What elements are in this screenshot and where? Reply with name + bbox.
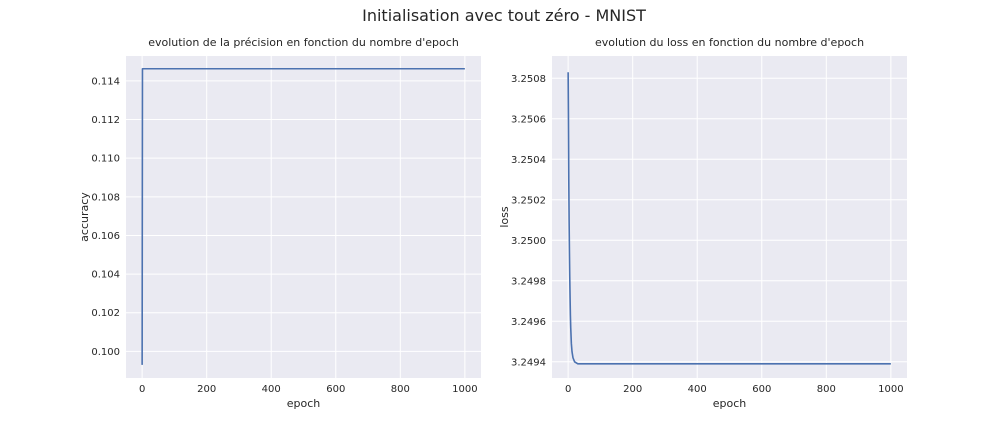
loss-y-axis-label: loss xyxy=(498,206,511,228)
accuracy-y-tick-label: 0.104 xyxy=(91,270,120,281)
loss-series-group xyxy=(567,72,891,365)
loss-y-tick-label: 3.2496 xyxy=(511,317,546,328)
loss-chart-title: evolution du loss en fonction du nombre … xyxy=(595,36,864,49)
loss-series-line xyxy=(567,72,891,365)
accuracy-x-tick-label: 800 xyxy=(391,384,410,395)
loss-x-tick-label: 400 xyxy=(688,384,707,395)
loss-x-tick-label: 800 xyxy=(817,384,836,395)
accuracy-y-tick-label: 0.114 xyxy=(91,76,120,87)
accuracy-x-tick-label: 600 xyxy=(326,384,345,395)
accuracy-x-axis-label: epoch xyxy=(287,397,321,410)
loss-y-tick-label: 3.2506 xyxy=(511,114,546,125)
accuracy-chart-title: evolution de la précision en fonction du… xyxy=(148,36,459,49)
loss-x-tick-label: 1000 xyxy=(878,384,903,395)
loss-y-tick-label: 3.2498 xyxy=(511,276,546,287)
accuracy-x-tick-label: 1000 xyxy=(452,384,477,395)
accuracy-series-line xyxy=(141,67,465,365)
loss-y-tick-label: 3.2500 xyxy=(511,236,546,247)
loss-y-tick-label: 3.2508 xyxy=(511,74,546,85)
accuracy-tick-labels: 0 200 400 600 800 1000 0.100 0.102 0.104 0.106 0.1… xyxy=(91,76,477,395)
loss-axes-background xyxy=(552,56,907,378)
accuracy-y-tick-label: 0.110 xyxy=(91,154,120,165)
loss-x-tick-label: 600 xyxy=(752,384,771,395)
accuracy-y-tick-label: 0.102 xyxy=(91,308,120,319)
loss-y-tick-label: 3.2504 xyxy=(511,155,546,166)
loss-x-tick-label: 200 xyxy=(623,384,642,395)
accuracy-x-tick-label: 200 xyxy=(197,384,216,395)
accuracy-y-tick-label: 0.106 xyxy=(91,231,120,242)
accuracy-x-tick-label: 400 xyxy=(262,384,281,395)
loss-y-tick-label: 3.2494 xyxy=(511,357,546,368)
accuracy-y-tick-label: 0.108 xyxy=(91,192,120,203)
accuracy-y-tick-label: 0.112 xyxy=(91,115,120,126)
loss-x-tick-label: 0 xyxy=(565,384,571,395)
loss-tick-labels: 0 200 400 600 800 1000 3.2494 3.2496 3.2498 3.250… xyxy=(511,74,904,395)
figure-suptitle: Initialisation avec tout zéro - MNIST xyxy=(362,6,646,25)
accuracy-y-axis-label: accuracy xyxy=(78,192,91,242)
accuracy-y-tick-label: 0.100 xyxy=(91,347,120,358)
accuracy-series-group xyxy=(141,67,465,365)
loss-x-axis-label: epoch xyxy=(713,397,747,410)
loss-y-tick-label: 3.2502 xyxy=(511,195,546,206)
accuracy-x-tick-label: 0 xyxy=(139,384,145,395)
accuracy-axes-background xyxy=(126,56,481,378)
